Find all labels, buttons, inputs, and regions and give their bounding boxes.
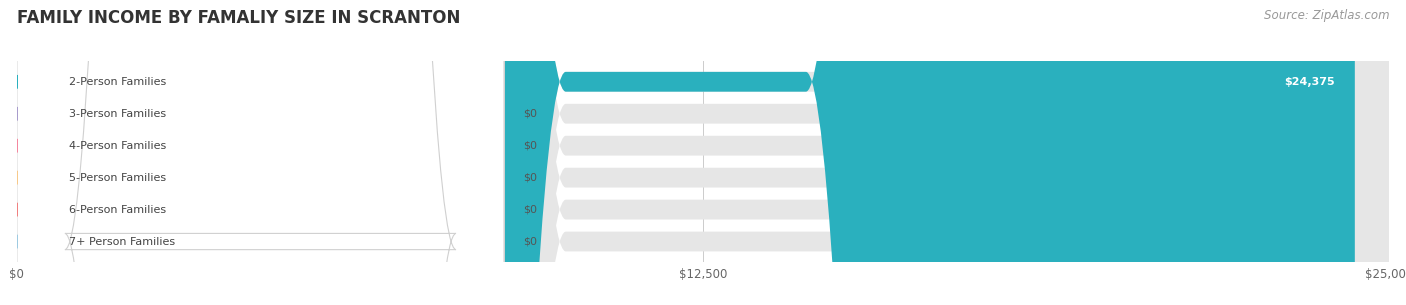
Text: 7+ Person Families: 7+ Person Families <box>69 237 176 246</box>
FancyBboxPatch shape <box>17 0 503 305</box>
FancyBboxPatch shape <box>17 0 503 305</box>
Text: $0: $0 <box>523 141 537 151</box>
FancyBboxPatch shape <box>17 0 1389 305</box>
Text: FAMILY INCOME BY FAMALIY SIZE IN SCRANTON: FAMILY INCOME BY FAMALIY SIZE IN SCRANTO… <box>17 9 460 27</box>
Text: 2-Person Families: 2-Person Families <box>69 77 166 87</box>
FancyBboxPatch shape <box>17 0 1389 305</box>
FancyBboxPatch shape <box>17 0 1389 305</box>
FancyBboxPatch shape <box>17 0 503 305</box>
Text: 4-Person Families: 4-Person Families <box>69 141 166 151</box>
Text: 3-Person Families: 3-Person Families <box>69 109 166 119</box>
Text: $0: $0 <box>523 109 537 119</box>
Text: 6-Person Families: 6-Person Families <box>69 205 166 215</box>
FancyBboxPatch shape <box>17 0 1389 305</box>
FancyBboxPatch shape <box>17 0 1389 305</box>
Text: 5-Person Families: 5-Person Families <box>69 173 166 183</box>
FancyBboxPatch shape <box>17 0 503 305</box>
Text: $0: $0 <box>523 205 537 215</box>
Text: $24,375: $24,375 <box>1284 77 1334 87</box>
Text: Source: ZipAtlas.com: Source: ZipAtlas.com <box>1264 9 1389 22</box>
Text: $0: $0 <box>523 173 537 183</box>
FancyBboxPatch shape <box>17 0 1355 305</box>
FancyBboxPatch shape <box>17 0 503 305</box>
Text: $0: $0 <box>523 237 537 246</box>
FancyBboxPatch shape <box>17 0 503 305</box>
FancyBboxPatch shape <box>17 0 1389 305</box>
